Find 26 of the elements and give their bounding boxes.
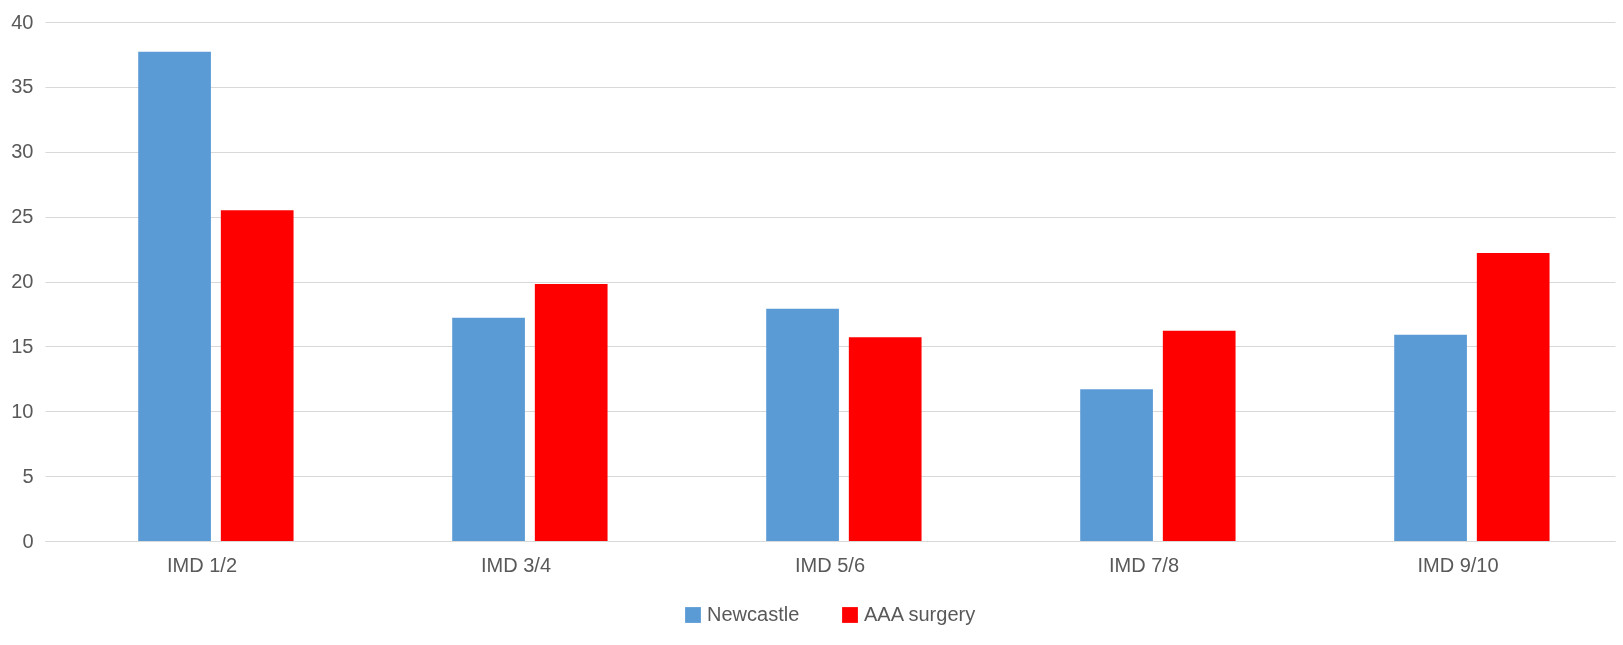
y-tick-label: 35 bbox=[11, 75, 34, 98]
bar bbox=[1080, 389, 1153, 541]
y-tick-label: 40 bbox=[11, 10, 34, 33]
y-tick-label: 5 bbox=[22, 464, 34, 487]
bar bbox=[220, 210, 294, 541]
y-tick-label: 25 bbox=[11, 205, 34, 228]
y-tick-label: 0 bbox=[22, 529, 34, 552]
y-tick-label: 20 bbox=[11, 270, 34, 292]
bar bbox=[1394, 334, 1467, 541]
y-tick-label: 30 bbox=[11, 140, 34, 163]
x-tick-label: IMD 7/8 bbox=[1108, 553, 1180, 576]
bar bbox=[766, 308, 839, 541]
bar bbox=[1476, 252, 1550, 541]
bar bbox=[138, 51, 211, 541]
x-tick-label: IMD 9/10 bbox=[1417, 553, 1499, 576]
x-tick-label: IMD 5/6 bbox=[794, 553, 866, 576]
legend-label: AAA surgery bbox=[864, 603, 976, 625]
bar bbox=[848, 337, 922, 541]
x-tick-label: IMD 1/2 bbox=[166, 553, 238, 576]
x-tick-label: IMD 3/4 bbox=[480, 553, 552, 576]
bar bbox=[452, 317, 525, 541]
legend-label: Newcastle bbox=[707, 603, 800, 625]
bar bbox=[534, 284, 608, 541]
y-tick-label: 10 bbox=[11, 399, 34, 422]
bar bbox=[1162, 330, 1236, 541]
y-tick-label: 15 bbox=[11, 334, 34, 357]
